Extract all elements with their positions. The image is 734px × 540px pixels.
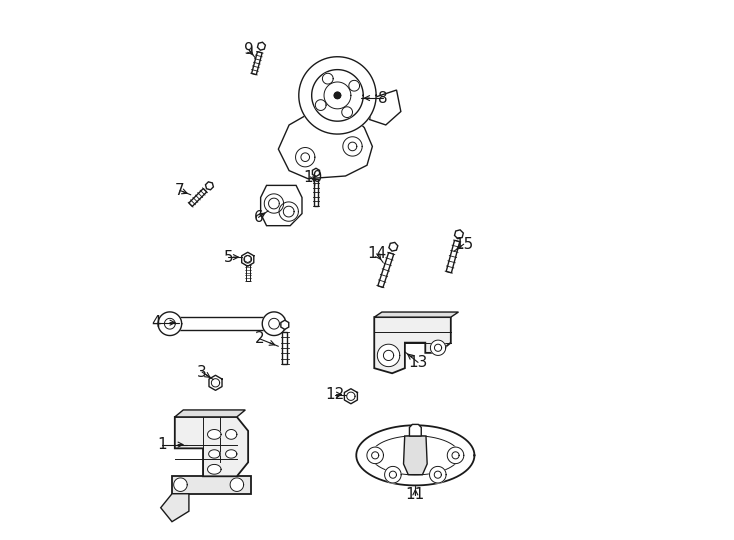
Polygon shape bbox=[343, 137, 362, 156]
Polygon shape bbox=[435, 344, 442, 352]
Polygon shape bbox=[164, 319, 175, 329]
Polygon shape bbox=[279, 202, 298, 221]
Polygon shape bbox=[269, 319, 280, 329]
Polygon shape bbox=[282, 332, 288, 364]
Polygon shape bbox=[385, 467, 401, 483]
Polygon shape bbox=[374, 312, 459, 317]
Polygon shape bbox=[206, 182, 214, 190]
Polygon shape bbox=[324, 82, 351, 109]
Polygon shape bbox=[158, 312, 181, 335]
Polygon shape bbox=[371, 452, 379, 459]
Polygon shape bbox=[378, 253, 393, 287]
Polygon shape bbox=[356, 426, 474, 485]
Polygon shape bbox=[349, 80, 360, 91]
Polygon shape bbox=[208, 429, 221, 439]
Polygon shape bbox=[225, 429, 237, 439]
Polygon shape bbox=[344, 389, 357, 404]
Polygon shape bbox=[278, 114, 372, 179]
Polygon shape bbox=[208, 450, 220, 458]
Polygon shape bbox=[430, 340, 446, 355]
Polygon shape bbox=[452, 452, 459, 459]
Polygon shape bbox=[283, 206, 294, 217]
Polygon shape bbox=[264, 194, 283, 213]
Polygon shape bbox=[299, 57, 376, 134]
Polygon shape bbox=[258, 42, 266, 50]
Text: 13: 13 bbox=[408, 355, 428, 370]
Polygon shape bbox=[454, 230, 463, 239]
Text: 14: 14 bbox=[367, 246, 386, 261]
Text: 11: 11 bbox=[406, 487, 425, 502]
Polygon shape bbox=[374, 317, 451, 373]
Polygon shape bbox=[367, 447, 383, 464]
Polygon shape bbox=[281, 320, 288, 329]
Polygon shape bbox=[404, 436, 427, 475]
Polygon shape bbox=[262, 312, 286, 335]
Text: 5: 5 bbox=[224, 249, 233, 265]
Polygon shape bbox=[447, 447, 464, 464]
Polygon shape bbox=[241, 252, 254, 266]
Polygon shape bbox=[435, 471, 441, 478]
Polygon shape bbox=[296, 147, 315, 167]
Text: 6: 6 bbox=[254, 210, 264, 225]
Polygon shape bbox=[161, 494, 189, 522]
Text: 15: 15 bbox=[454, 237, 473, 252]
Polygon shape bbox=[348, 142, 357, 151]
Polygon shape bbox=[252, 52, 262, 75]
Text: 3: 3 bbox=[197, 364, 207, 380]
Text: 7: 7 bbox=[175, 183, 185, 198]
Polygon shape bbox=[269, 198, 280, 209]
Polygon shape bbox=[389, 242, 398, 251]
Polygon shape bbox=[389, 471, 396, 478]
Polygon shape bbox=[312, 70, 363, 121]
Polygon shape bbox=[342, 107, 352, 118]
Text: 1: 1 bbox=[157, 437, 167, 452]
Polygon shape bbox=[261, 185, 302, 226]
Polygon shape bbox=[174, 478, 187, 491]
Polygon shape bbox=[429, 467, 446, 483]
Polygon shape bbox=[322, 73, 333, 84]
Text: 12: 12 bbox=[325, 387, 344, 402]
Polygon shape bbox=[246, 265, 250, 281]
Polygon shape bbox=[370, 90, 401, 125]
Polygon shape bbox=[313, 168, 319, 177]
Text: 8: 8 bbox=[378, 91, 388, 106]
Polygon shape bbox=[334, 92, 341, 99]
Polygon shape bbox=[175, 417, 248, 476]
Polygon shape bbox=[244, 255, 251, 262]
Text: 2: 2 bbox=[255, 331, 264, 346]
Polygon shape bbox=[301, 153, 310, 161]
Polygon shape bbox=[410, 424, 421, 436]
Polygon shape bbox=[313, 179, 319, 206]
Polygon shape bbox=[172, 476, 251, 494]
Text: 10: 10 bbox=[304, 170, 323, 185]
Polygon shape bbox=[160, 318, 284, 330]
Polygon shape bbox=[383, 350, 393, 361]
Polygon shape bbox=[446, 240, 459, 273]
Polygon shape bbox=[230, 478, 244, 491]
Polygon shape bbox=[316, 100, 326, 111]
Polygon shape bbox=[209, 375, 222, 390]
Text: 4: 4 bbox=[152, 315, 161, 330]
Polygon shape bbox=[175, 410, 245, 417]
Polygon shape bbox=[225, 450, 237, 458]
Polygon shape bbox=[208, 464, 221, 474]
Text: 9: 9 bbox=[244, 42, 254, 57]
Polygon shape bbox=[377, 344, 400, 367]
Polygon shape bbox=[189, 188, 207, 206]
